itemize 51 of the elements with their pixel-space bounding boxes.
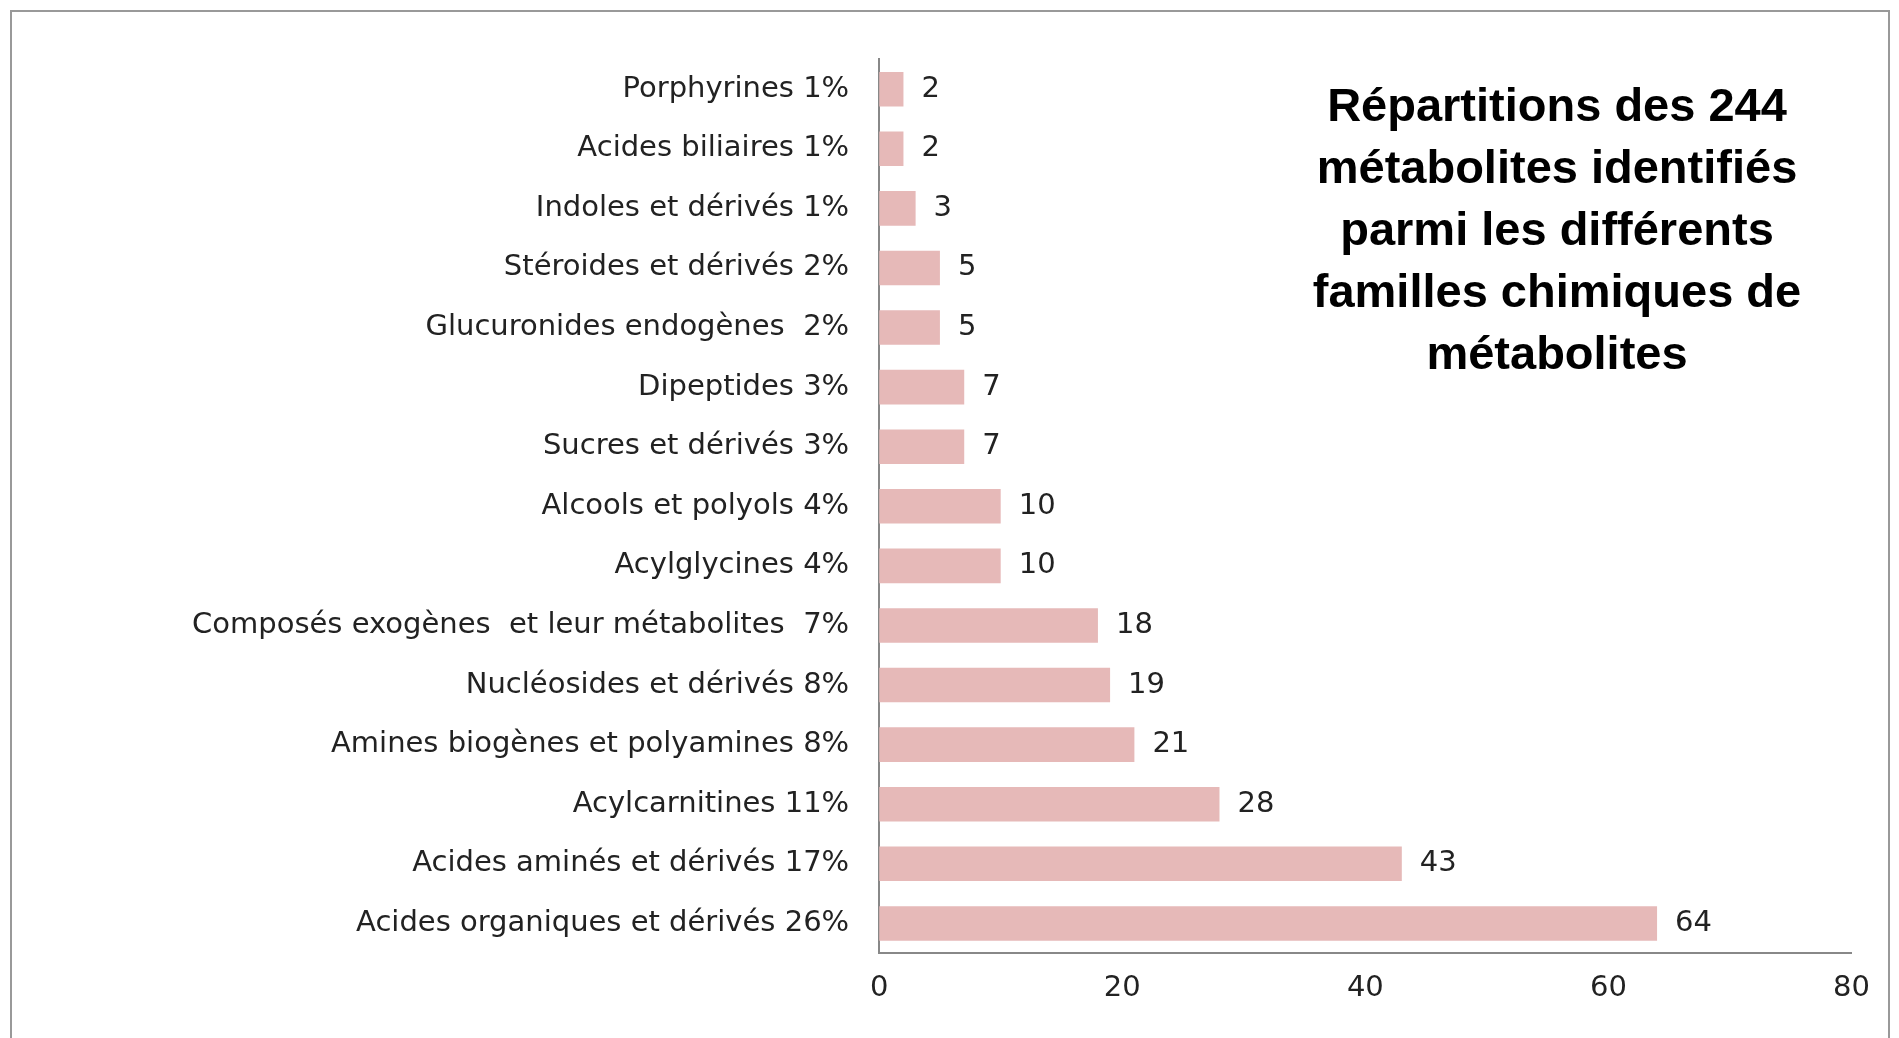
y-tick-label: Sucres et dérivés 3% [542,427,850,462]
data-label: 7 [982,427,1001,462]
data-label: 18 [1115,606,1153,640]
data-label: 43 [1419,844,1457,879]
data-label: 5 [957,248,977,283]
y-tick-label: Acides organiques et dérivés 26% [356,903,850,938]
bar [879,786,1220,822]
text: Répartitions des 244 métabolites identifiés parmi les différents familles chimiques de métabolites [1311,77,1803,381]
bar [879,846,1402,882]
bar [879,489,1001,524]
data-label: 64 [1675,903,1712,938]
data-label: 7 [982,367,1001,402]
data-label: 28 [1237,784,1275,819]
y-tick-label: Dipeptides 3% [638,367,850,402]
y-tick-label: Alcools et polyols 4% [541,486,850,521]
y-tick-label: Acides biliaires 1% [577,129,850,164]
y-tick-label: Indoles et dérivés 1% [535,188,850,223]
x-tick-label: 40 [1346,969,1384,1004]
y-tick-label: Nucléosides et dérivés 8% [465,665,850,700]
data-label: 2 [921,69,940,104]
y-tick-label: Acylcarnitines 11% [572,784,850,819]
y-tick-label: Stéroides et dérivés 2% [503,248,850,283]
data-label: 5 [957,308,977,343]
data-label: 10 [1018,546,1056,581]
y-tick-label: Acides aminés et dérivés 17% [412,844,850,879]
data-label: 19 [1128,665,1165,700]
bar [879,608,1098,643]
y-tick-label: Acylglycines 4% [614,546,850,581]
data-label: 3 [933,188,953,223]
data-label: 21 [1152,725,1190,760]
y-tick-label: Glucuronides endogènes 2% [425,308,850,343]
bar [879,906,1658,941]
bar [879,250,940,286]
y-tick-label: Composés exogènes et leur métabolites 7% [191,606,850,640]
bar [879,191,916,226]
bar [879,667,1111,703]
x-tick-label: 60 [1589,969,1627,1004]
data-label: 10 [1018,486,1056,521]
y-tick-label: Amines biogènes et polyamines 8% [331,725,850,760]
y-tick-label: Porphyrines 1% [622,69,850,104]
bar [879,131,904,167]
x-tick-label: 20 [1103,969,1141,1004]
bar [879,71,904,107]
bar [879,727,1135,762]
data-label: 2 [921,129,940,164]
bar [879,369,965,405]
bar [879,429,965,464]
x-tick-label: 0 [869,969,889,1004]
bar [879,548,1001,584]
x-tick-label: 80 [1833,969,1870,1004]
bar [879,310,940,345]
